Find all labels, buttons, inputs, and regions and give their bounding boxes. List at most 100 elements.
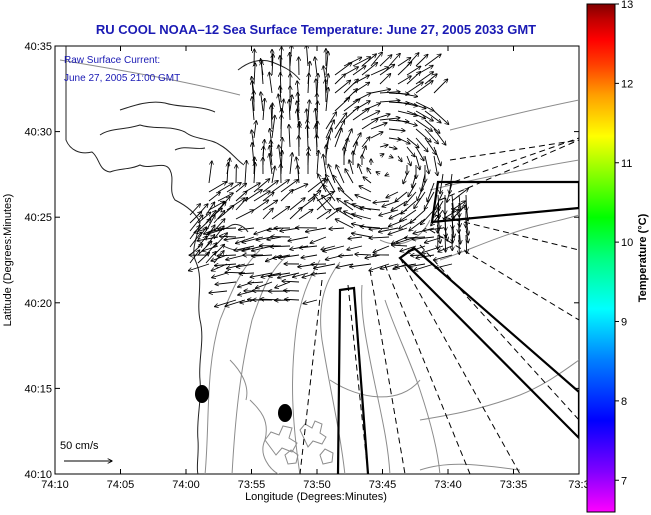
current-vector: [253, 191, 270, 202]
current-vector: [424, 137, 436, 155]
current-vector: [380, 154, 384, 156]
current-vector: [271, 115, 275, 139]
current-vector: [379, 118, 400, 120]
current-vector: [415, 81, 433, 94]
current-vector: [208, 161, 212, 184]
current-vector: [459, 194, 461, 211]
current-vector: [379, 92, 400, 93]
current-vector: [363, 177, 372, 184]
current-vector: [361, 63, 377, 76]
current-vector: [379, 55, 392, 67]
current-vector: [412, 236, 435, 239]
current-vector: [212, 272, 228, 278]
current-vector: [370, 132, 383, 139]
current-vector: [352, 108, 369, 121]
current-vector: [385, 174, 389, 176]
current-vector: [280, 180, 298, 193]
current-vector: [323, 185, 336, 202]
current-vector: [452, 218, 454, 238]
colorbar-tick-label: 7: [621, 475, 627, 487]
colorbar: [586, 3, 616, 513]
current-vector: [271, 105, 272, 130]
current-vector: [255, 281, 273, 288]
current-vector: [388, 218, 408, 227]
current-vector: [209, 291, 228, 293]
current-vector: [213, 211, 225, 224]
current-vector: [406, 72, 421, 85]
current-vector: [297, 81, 299, 103]
current-vector: [424, 110, 441, 123]
current-vector: [253, 200, 269, 211]
current-vector: [289, 100, 290, 121]
x-tick-label: 74:05: [107, 479, 135, 491]
current-vector: [415, 119, 432, 131]
current-vector: [254, 121, 256, 139]
current-vector: [395, 191, 408, 202]
x-tick-label: 73:55: [238, 479, 266, 491]
current-vector: [316, 210, 331, 220]
current-vector: [424, 119, 440, 133]
current-vector: [189, 204, 200, 216]
current-vector: [334, 128, 342, 148]
current-vector: [226, 254, 246, 260]
current-vector: [323, 245, 345, 251]
current-vector: [197, 252, 209, 264]
current-vector: [307, 125, 308, 148]
current-vector: [350, 263, 372, 267]
current-vector: [235, 183, 247, 193]
current-vector: [370, 123, 387, 130]
current-vector: [397, 137, 410, 144]
current-vector: [406, 146, 415, 157]
current-vector: [289, 124, 290, 148]
current-vector: [424, 54, 441, 67]
current-vector: [338, 255, 354, 256]
colorbar-tick-label: 8: [621, 396, 627, 408]
current-vector: [433, 254, 453, 260]
current-vector: [279, 145, 282, 166]
current-vector: [217, 193, 233, 202]
current-vector: [305, 227, 327, 232]
current-vector: [397, 110, 417, 116]
current-vector: [314, 194, 327, 211]
current-vector: [263, 98, 265, 121]
y-tick-label: 40:25: [24, 212, 52, 224]
current-vector: [417, 182, 426, 201]
current-vector: [335, 219, 354, 229]
current-vector: [406, 110, 426, 119]
current-vector: [252, 97, 254, 121]
current-vector: [289, 207, 302, 220]
current-vector: [433, 79, 448, 94]
current-vector: [269, 272, 291, 276]
current-vector: [414, 191, 426, 209]
current-vector: [466, 226, 468, 243]
x-tick-label: 73:3: [568, 479, 589, 491]
current-vector: [421, 173, 426, 192]
current-vector: [262, 200, 278, 211]
current-vector: [269, 153, 273, 175]
current-vector: [208, 182, 227, 193]
current-vector: [213, 219, 225, 232]
current-vector: [316, 197, 331, 211]
current-vector: [317, 73, 318, 94]
current-vector: [245, 160, 247, 184]
current-vector: [348, 237, 363, 239]
current-vector: [452, 194, 454, 212]
current-vector: [397, 62, 412, 76]
current-vector: [415, 128, 431, 142]
current-vector: [299, 246, 318, 248]
current-vector: [252, 255, 273, 256]
colorbar-tick-label: 11: [621, 158, 632, 170]
current-vector: [285, 299, 300, 300]
current-vector: [325, 87, 328, 112]
current-vector: [271, 166, 275, 184]
current-vector: [334, 80, 351, 94]
current-vector: [235, 210, 254, 220]
current-vector: [336, 165, 345, 184]
current-vector: [343, 57, 362, 67]
current-vector: [424, 191, 435, 210]
current-vector: [382, 200, 399, 207]
colorbar-tick-label: 12: [621, 78, 633, 90]
current-vector: [253, 179, 270, 193]
current-vector: [288, 236, 309, 241]
